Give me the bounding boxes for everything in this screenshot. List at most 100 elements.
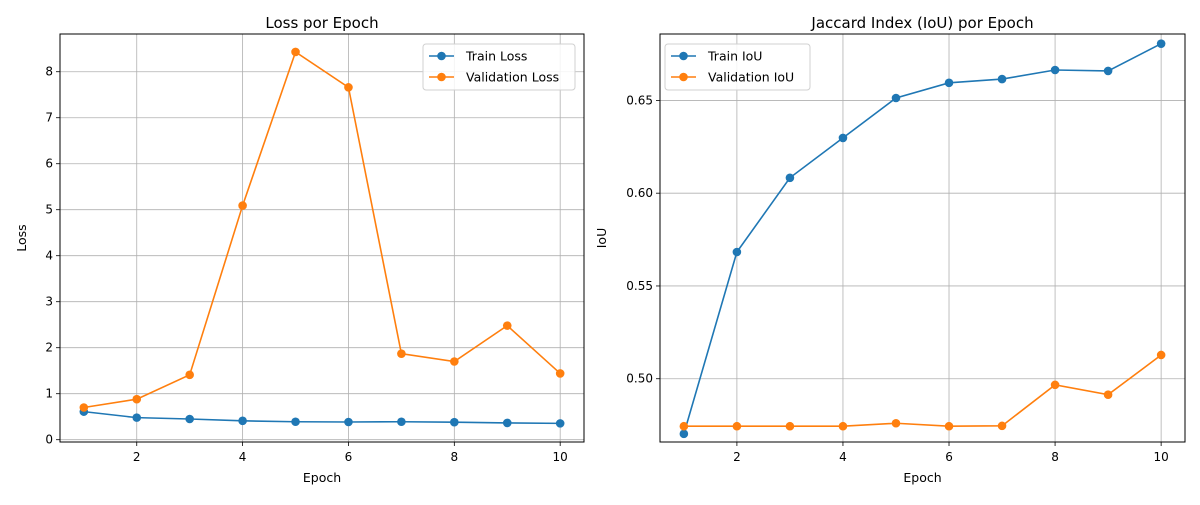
iou-train-point xyxy=(997,74,1007,84)
loss-x-tick-label: 2 xyxy=(133,450,141,464)
loss-y-tick-label: 8 xyxy=(45,65,53,79)
iou-legend-train-marker xyxy=(679,51,688,61)
iou-legend-validation-marker xyxy=(679,72,688,82)
loss-validation-point xyxy=(502,321,512,330)
loss-y-tick-label: 2 xyxy=(45,341,53,355)
loss-y-axis-label: Loss xyxy=(14,224,29,251)
loss-train-point xyxy=(502,418,512,428)
iou-train-point xyxy=(679,429,689,439)
loss-legend-train-label: Train Loss xyxy=(465,49,527,64)
loss-chart: 2 4 6 8 10 0 1 2 3 4 5 6 7 8 Loss por Epoch Epoch Los… xyxy=(14,14,585,485)
loss-y-tick-label: 6 xyxy=(45,157,53,171)
loss-y-tick-label: 5 xyxy=(45,203,53,217)
iou-x-axis-label: Epoch xyxy=(903,470,941,485)
iou-validation-point xyxy=(1050,380,1060,390)
loss-axes-frame xyxy=(59,33,585,443)
loss-validation-point xyxy=(397,349,406,358)
iou-validation-point xyxy=(679,421,689,431)
loss-train-point xyxy=(450,417,459,427)
iou-x-tick-label: 6 xyxy=(945,450,953,464)
iou-y-tick-label: 0.55 xyxy=(626,279,653,293)
loss-series-layer xyxy=(79,47,565,428)
loss-train-point xyxy=(397,417,406,427)
loss-train-point xyxy=(185,414,194,424)
loss-y-tick-label: 1 xyxy=(45,387,53,401)
loss-train-point xyxy=(344,417,353,427)
loss-x-axis-label: Epoch xyxy=(303,470,341,485)
iou-x-tick-label: 10 xyxy=(1153,450,1168,464)
loss-y-tick-label: 0 xyxy=(45,433,53,447)
loss-train-point xyxy=(555,419,565,428)
loss-legend: Train Loss Validation Loss xyxy=(422,43,576,91)
loss-x-tick-label: 10 xyxy=(553,450,568,464)
iou-ticks: 2 4 6 8 10 0.50 0.55 0.60 0.65 xyxy=(626,93,1168,464)
iou-validation-line xyxy=(683,354,1162,428)
loss-validation-point xyxy=(185,370,194,380)
iou-validation-point xyxy=(838,421,848,431)
iou-train-point xyxy=(838,133,848,143)
loss-validation-point xyxy=(450,357,459,366)
iou-validation-point xyxy=(891,418,901,428)
loss-legend-validation-label: Validation Loss xyxy=(466,70,559,85)
iou-train-point xyxy=(1050,65,1060,75)
iou-train-point xyxy=(1156,39,1166,48)
iou-train-point xyxy=(944,78,954,88)
iou-y-tick-label: 0.65 xyxy=(626,93,653,107)
iou-validation-point xyxy=(1103,390,1113,399)
iou-validation-point xyxy=(732,421,742,431)
iou-chart: 2 4 6 8 10 0.50 0.55 0.60 0.65 Jaccard Index (Io… xyxy=(594,14,1186,485)
iou-axes-frame xyxy=(659,33,1186,443)
loss-x-tick-label: 6 xyxy=(345,450,353,464)
iou-validation-point xyxy=(944,421,954,431)
iou-x-tick-label: 8 xyxy=(1051,450,1059,464)
loss-legend-item-train: Train Loss xyxy=(429,49,527,64)
iou-chart-title: Jaccard Index (IoU) por Epoch xyxy=(810,14,1033,32)
iou-train-point xyxy=(785,173,795,183)
loss-y-tick-label: 7 xyxy=(45,111,53,125)
iou-y-axis-label: IoU xyxy=(594,228,609,248)
loss-validation-point xyxy=(132,394,142,404)
iou-series-layer xyxy=(679,39,1166,439)
loss-legend-box xyxy=(422,43,576,91)
loss-validation-point xyxy=(238,201,247,210)
iou-train-line xyxy=(683,42,1162,435)
iou-train-point xyxy=(732,247,742,257)
loss-legend-item-validation: Validation Loss xyxy=(429,70,559,85)
iou-y-tick-label: 0.50 xyxy=(626,372,653,386)
loss-validation-point xyxy=(344,83,353,92)
iou-legend-validation-label: Validation IoU xyxy=(708,70,794,85)
iou-validation-point xyxy=(785,421,795,431)
iou-y-tick-label: 0.60 xyxy=(626,186,653,200)
loss-y-tick-label: 3 xyxy=(45,295,53,309)
loss-legend-validation-marker xyxy=(437,72,446,82)
loss-legend-train-marker xyxy=(437,51,446,61)
loss-x-tick-label: 4 xyxy=(239,450,247,464)
iou-legend: Train IoU Validation IoU xyxy=(664,43,811,91)
loss-y-tick-label: 4 xyxy=(45,249,53,263)
iou-grid xyxy=(660,34,1185,442)
iou-train-point xyxy=(1103,66,1113,76)
iou-legend-box xyxy=(664,43,811,91)
iou-x-tick-label: 4 xyxy=(839,450,847,464)
loss-validation-point xyxy=(291,47,300,57)
loss-train-line xyxy=(83,410,561,425)
loss-validation-point xyxy=(555,369,565,378)
iou-legend-train-label: Train IoU xyxy=(707,49,762,64)
loss-validation-line xyxy=(83,50,561,409)
loss-x-tick-label: 8 xyxy=(451,450,459,464)
iou-validation-point xyxy=(997,421,1007,431)
loss-validation-point xyxy=(79,403,89,412)
iou-x-tick-label: 2 xyxy=(733,450,741,464)
loss-ticks: 2 4 6 8 10 0 1 2 3 4 5 6 7 8 xyxy=(45,65,567,464)
loss-chart-title: Loss por Epoch xyxy=(265,14,378,32)
iou-train-point xyxy=(891,93,901,103)
iou-legend-item-validation: Validation IoU xyxy=(671,70,794,85)
iou-validation-point xyxy=(1156,350,1166,360)
iou-legend-item-train: Train IoU xyxy=(671,49,762,64)
loss-train-point xyxy=(238,416,247,426)
loss-train-point xyxy=(291,417,300,427)
loss-train-point xyxy=(132,413,142,422)
